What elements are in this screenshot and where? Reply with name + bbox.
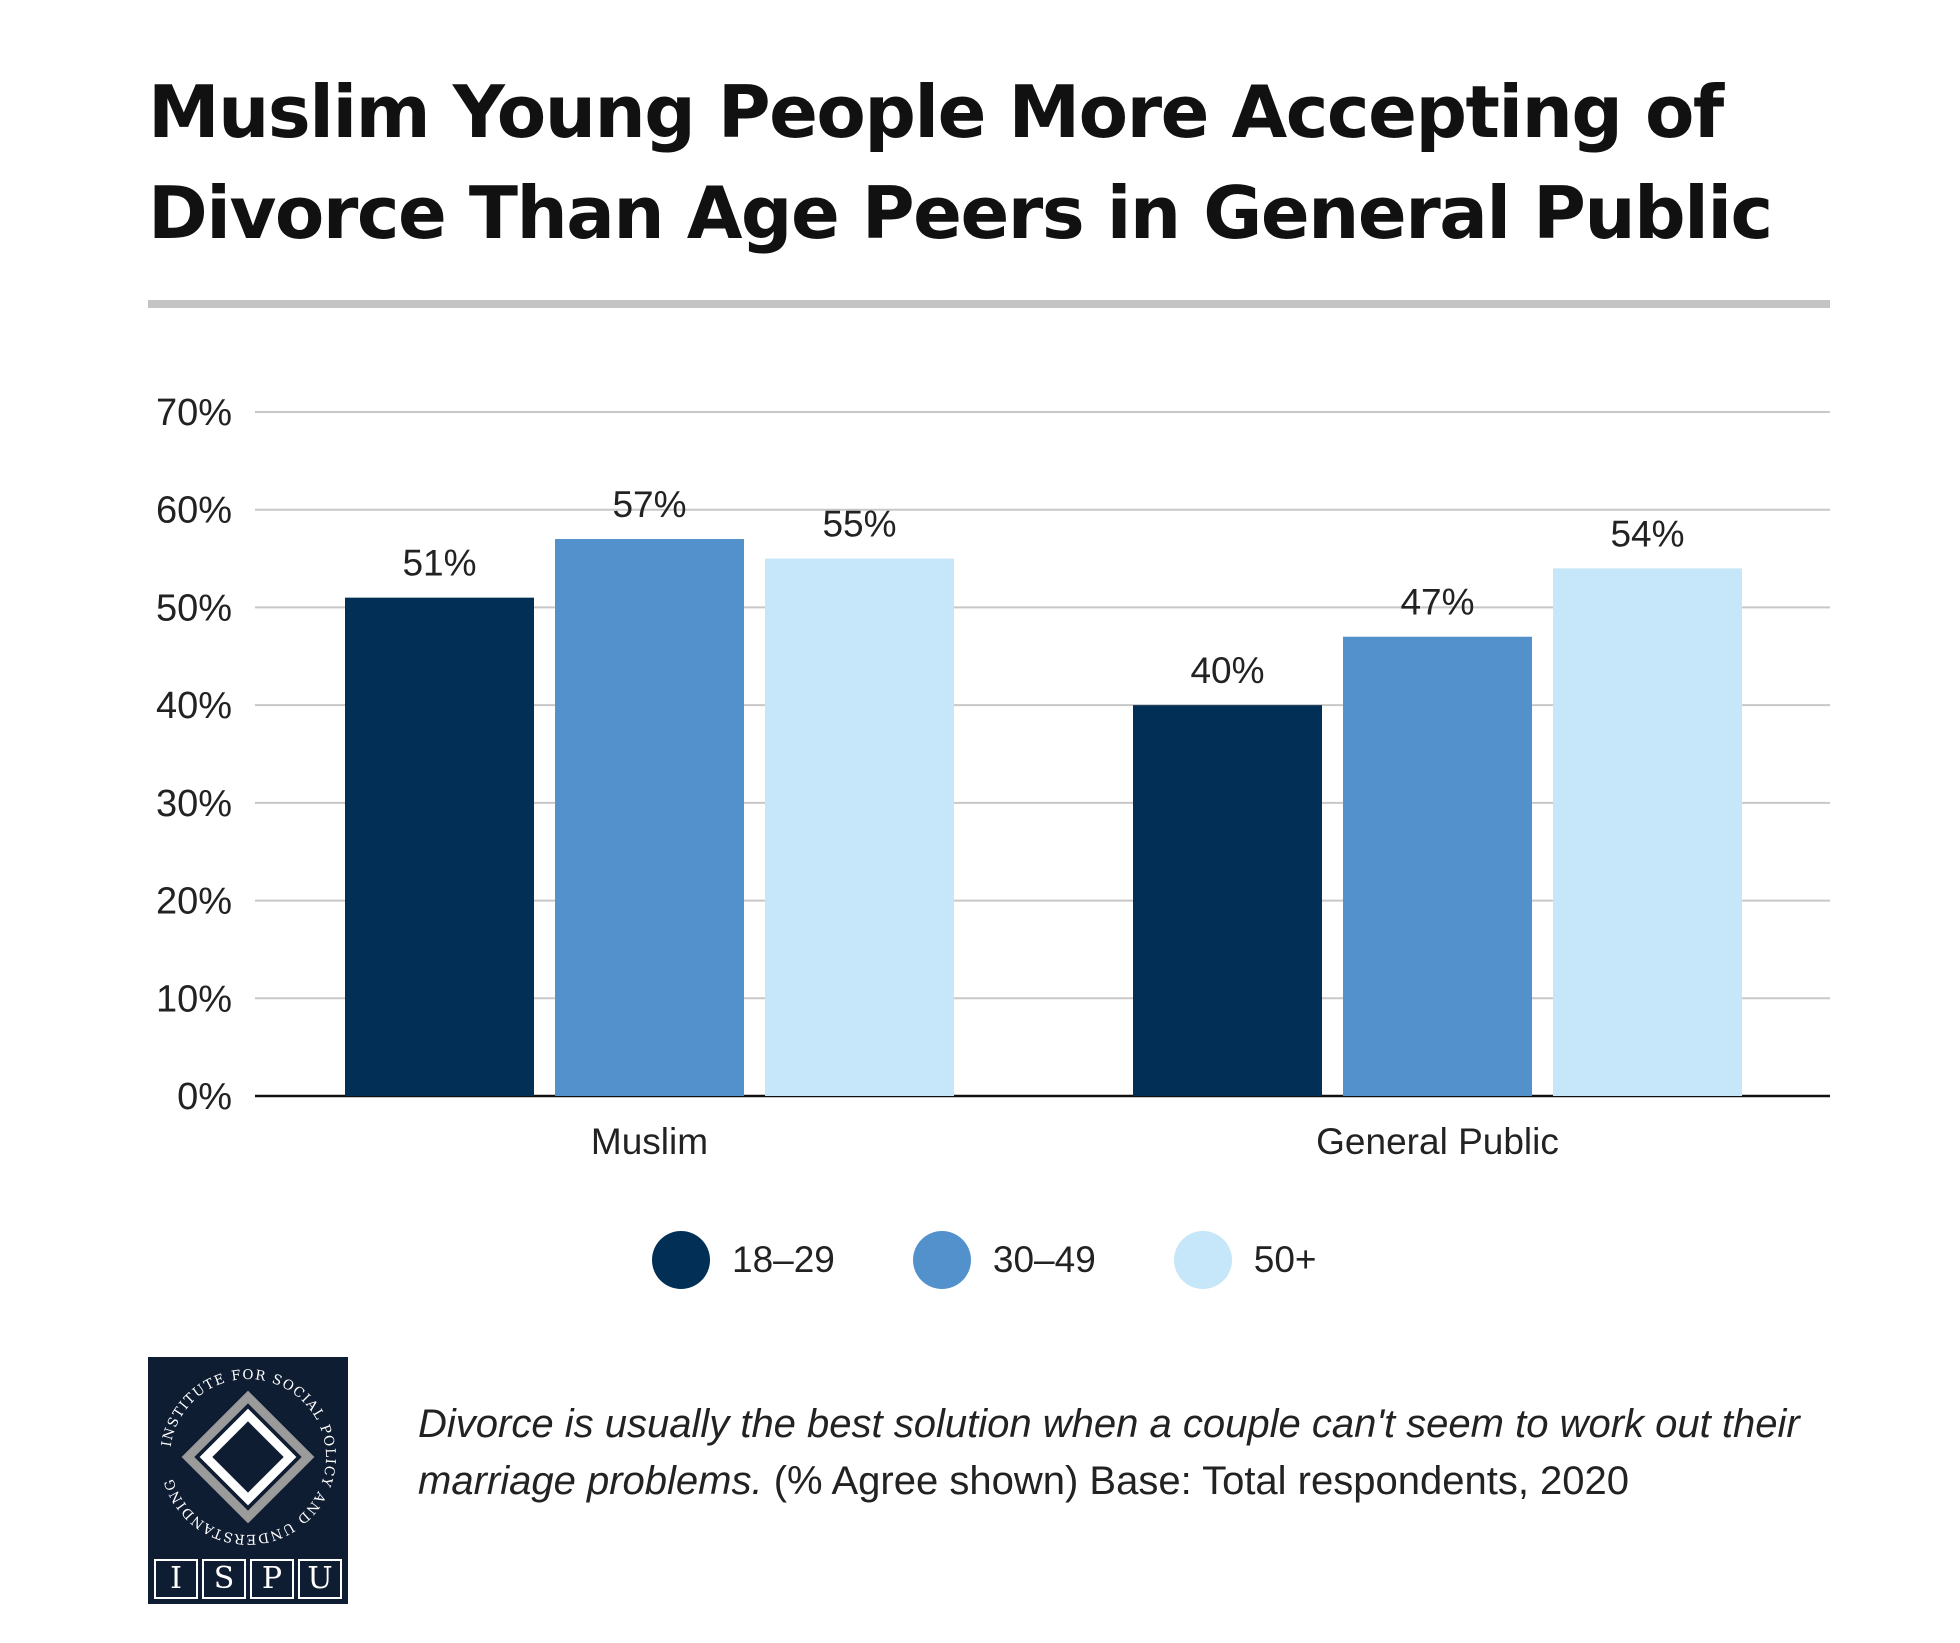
data-label: 47% <box>1400 582 1474 623</box>
footnote-base: (% Agree shown) Base: Total respondents,… <box>762 1459 1630 1503</box>
footnote: Divorce is usually the best solution whe… <box>418 1396 1838 1510</box>
y-tick-label: 20% <box>156 881 232 923</box>
legend: 18–29 30–49 50+ <box>652 1230 1395 1290</box>
legend-label-50-plus: 50+ <box>1253 1239 1317 1280</box>
logo-letter: P <box>250 1559 294 1599</box>
logo-letter: U <box>298 1559 342 1599</box>
legend-swatch-30-49 <box>912 1231 971 1289</box>
y-tick-label: 50% <box>156 587 232 629</box>
bar <box>1553 568 1742 1096</box>
footnote-question: Divorce is usually the best solution whe… <box>418 1402 1800 1503</box>
bars <box>345 539 1742 1096</box>
ispu-logo: INSTITUTE FOR SOCIAL POLICY AND UNDERSTA… <box>148 1357 348 1604</box>
legend-item-50-plus: 50+ <box>1173 1231 1317 1289</box>
logo-emblem-icon: INSTITUTE FOR SOCIAL POLICY AND UNDERSTA… <box>159 1367 337 1547</box>
y-tick-label: 10% <box>156 978 232 1020</box>
bar-chart: 51% 57% 55% 40% 47% 54% 0% 10% 20% 30% 40% 50% 60% 7… <box>156 392 1830 1162</box>
bar <box>765 558 954 1096</box>
y-axis-ticks: 0% 10% 20% 30% 40% 50% 60% 70% <box>156 392 232 1118</box>
logo-letter: I <box>154 1559 198 1599</box>
chart-title: Muslim Young People More Accepting of Di… <box>148 70 1773 255</box>
y-tick-label: 0% <box>177 1076 232 1118</box>
data-label: 54% <box>1610 513 1684 554</box>
y-tick-label: 40% <box>156 685 232 727</box>
bar <box>345 597 534 1096</box>
legend-label-30-49: 30–49 <box>992 1239 1096 1280</box>
legend-swatch-50-plus <box>1173 1231 1232 1289</box>
y-tick-label: 30% <box>156 783 232 825</box>
title-divider <box>148 300 1830 308</box>
x-axis-categories: Muslim General Public <box>591 1121 1559 1162</box>
value-labels: 51% 57% 55% 40% 47% 54% <box>402 484 1684 691</box>
logo-letter: S <box>202 1559 246 1599</box>
data-label: 51% <box>402 543 476 584</box>
logo-letters: I S P U <box>152 1559 344 1599</box>
data-label: 57% <box>612 484 686 525</box>
legend-item-30-49: 30–49 <box>912 1231 1096 1289</box>
bar <box>555 539 744 1096</box>
y-tick-label: 70% <box>156 392 232 434</box>
y-tick-label: 60% <box>156 490 232 532</box>
bar <box>1343 636 1532 1096</box>
data-label: 40% <box>1190 650 1264 691</box>
legend-item-18-29: 18–29 <box>652 1231 835 1289</box>
legend-label-18-29: 18–29 <box>732 1239 835 1280</box>
x-category-label: Muslim <box>591 1121 708 1162</box>
data-label: 55% <box>822 504 896 545</box>
x-category-label: General Public <box>1316 1121 1559 1162</box>
bar <box>1133 705 1322 1096</box>
legend-swatch-18-29 <box>652 1231 710 1289</box>
